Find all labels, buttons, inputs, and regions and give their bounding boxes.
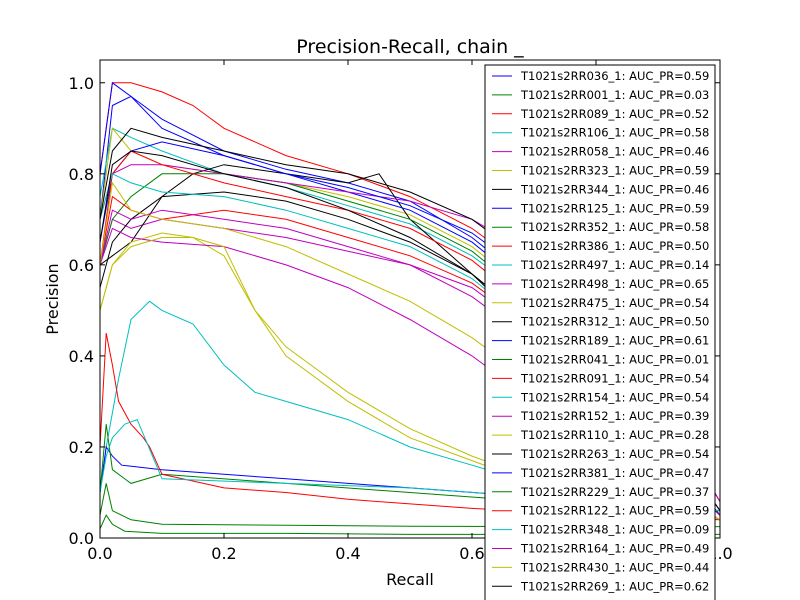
y-tick-label-3: 0.6 — [69, 256, 94, 275]
legend-label-10: T1021s2RR386_1: AUC_PR=0.50 — [520, 239, 709, 253]
legend-label-20: T1021s2RR110_1: AUC_PR=0.28 — [520, 428, 709, 442]
x-tick-label-0: 0.0 — [87, 544, 112, 563]
x-tick-label-1: 0.2 — [211, 544, 236, 563]
legend-label-8: T1021s2RR125_1: AUC_PR=0.59 — [520, 201, 709, 215]
plot-frame — [99, 59, 721, 539]
legend-label-3: T1021s2RR089_1: AUC_PR=0.52 — [520, 107, 709, 121]
legend-label-28: T1021s2RR269_1: AUC_PR=0.62 — [520, 579, 709, 593]
y-tick-label-5: 1.0 — [69, 74, 94, 93]
chart-title: Precision-Recall, chain _ — [296, 36, 524, 58]
legend-label-21: T1021s2RR263_1: AUC_PR=0.54 — [520, 447, 709, 461]
legend-label-11: T1021s2RR497_1: AUC_PR=0.14 — [520, 258, 709, 272]
legend-label-16: T1021s2RR041_1: AUC_PR=0.01 — [520, 353, 709, 367]
legend-label-5: T1021s2RR058_1: AUC_PR=0.46 — [520, 145, 709, 159]
legend-label-26: T1021s2RR164_1: AUC_PR=0.49 — [520, 542, 709, 556]
legend-box — [484, 64, 716, 600]
legend-label-4: T1021s2RR106_1: AUC_PR=0.58 — [520, 126, 709, 140]
legend-label-2: T1021s2RR001_1: AUC_PR=0.03 — [520, 88, 709, 102]
legend-label-18: T1021s2RR154_1: AUC_PR=0.54 — [520, 390, 709, 404]
y-tick-label-2: 0.4 — [69, 347, 94, 366]
legend-label-27: T1021s2RR430_1: AUC_PR=0.44 — [520, 560, 709, 574]
legend-label-19: T1021s2RR152_1: AUC_PR=0.39 — [520, 409, 709, 423]
legend-label-6: T1021s2RR323_1: AUC_PR=0.59 — [520, 164, 709, 178]
legend-items: T1021s2RR036_1: AUC_PR=0.59 T1021s2RR001_… — [492, 69, 709, 593]
legend-label-1: T1021s2RR036_1: AUC_PR=0.59 — [520, 69, 709, 83]
legend-label-14: T1021s2RR312_1: AUC_PR=0.50 — [520, 315, 709, 329]
legend-label-7: T1021s2RR344_1: AUC_PR=0.46 — [520, 182, 709, 196]
legend: T1021s2RR036_1: AUC_PR=0.59 T1021s2RR001_… — [484, 64, 716, 600]
x-tick-label-3: 0.6 — [459, 544, 484, 563]
legend-label-22: T1021s2RR381_1: AUC_PR=0.47 — [520, 466, 709, 480]
legend-label-12: T1021s2RR498_1: AUC_PR=0.65 — [520, 277, 709, 291]
legend-label-25: T1021s2RR348_1: AUC_PR=0.09 — [520, 523, 709, 537]
y-tick-label-4: 0.8 — [69, 165, 94, 184]
legend-label-15: T1021s2RR189_1: AUC_PR=0.61 — [520, 334, 709, 348]
legend-label-13: T1021s2RR475_1: AUC_PR=0.54 — [520, 296, 709, 310]
x-axis-label: Recall — [386, 570, 434, 589]
y-axis-label: Precision — [43, 263, 62, 334]
y-tick-label-1: 0.2 — [69, 438, 94, 457]
legend-label-23: T1021s2RR229_1: AUC_PR=0.37 — [520, 485, 709, 499]
legend-label-9: T1021s2RR352_1: AUC_PR=0.58 — [520, 220, 709, 234]
legend-label-24: T1021s2RR122_1: AUC_PR=0.59 — [520, 504, 709, 518]
y-tick-label-0: 0.0 — [69, 529, 94, 548]
x-tick-label-2: 0.4 — [335, 544, 360, 563]
legend-label-17: T1021s2RR091_1: AUC_PR=0.54 — [520, 371, 709, 385]
